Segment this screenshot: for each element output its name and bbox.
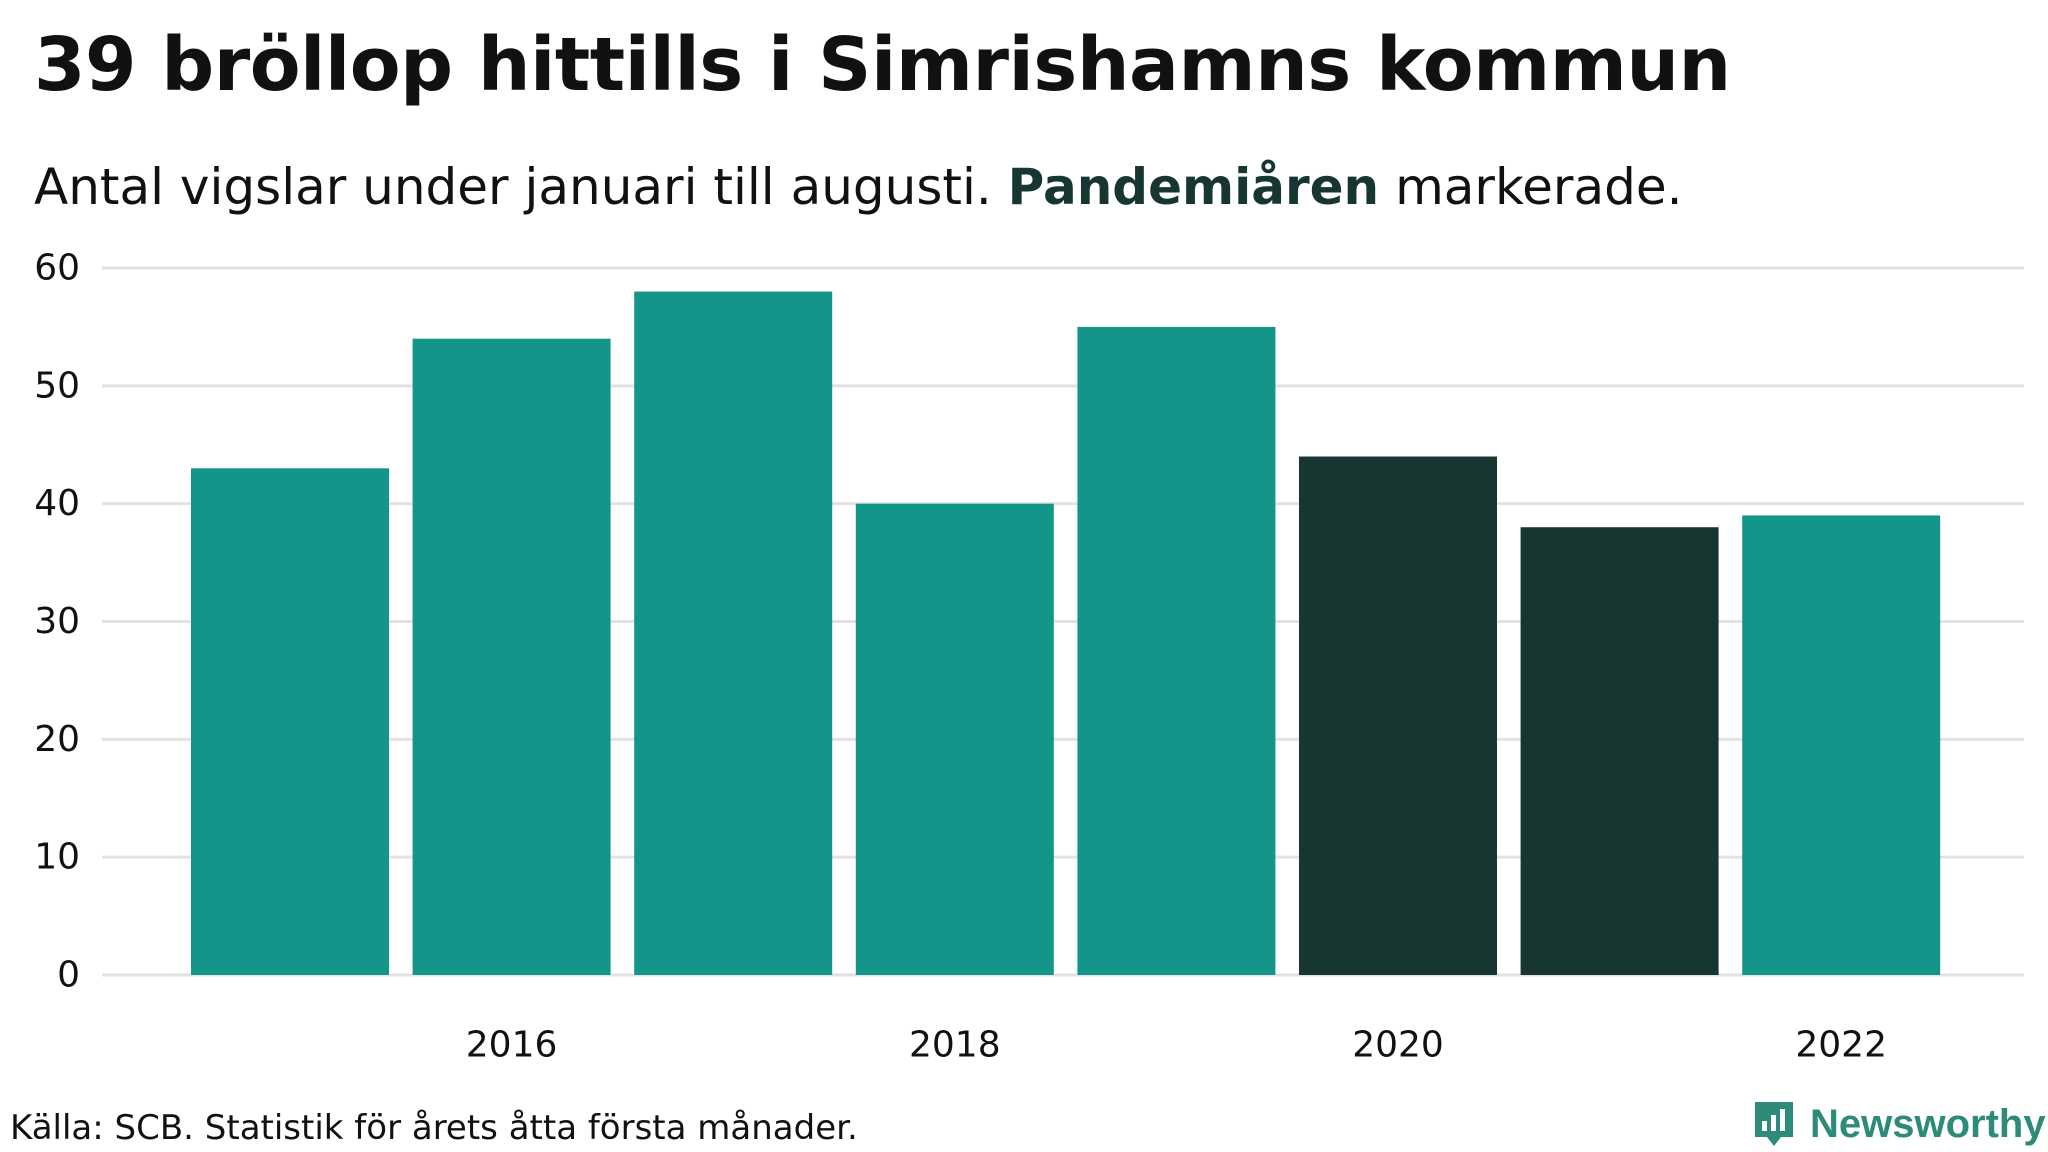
y-tick-label: 20 xyxy=(34,719,80,760)
newsworthy-logo-icon xyxy=(1755,1102,1793,1146)
bar-2015 xyxy=(191,468,389,975)
grid-lines xyxy=(102,266,2024,977)
y-tick-label: 50 xyxy=(34,365,80,406)
x-tick-label: 2018 xyxy=(909,1025,1001,1066)
subtitle-text: Antal vigslar under januari till augusti… xyxy=(34,158,992,216)
bars xyxy=(191,291,1941,976)
chart-title: 39 bröllop hittills i Simrishamns kommun xyxy=(34,22,1731,108)
bar-2017 xyxy=(634,291,833,976)
y-tick-label: 30 xyxy=(34,601,80,642)
brand-name: Newsworthy xyxy=(1810,1101,2046,1146)
bar-2016 xyxy=(412,338,611,975)
brand: Newsworthy xyxy=(1752,1098,2046,1150)
y-axis-ticks: 0 10 20 30 40 50 60 xyxy=(34,248,80,996)
bar-2019 xyxy=(1077,326,1276,976)
y-tick-label: 40 xyxy=(34,483,80,524)
subtitle-highlight: Pandemiåren xyxy=(1007,158,1380,216)
bar-2018 xyxy=(855,503,1054,975)
x-tick-label: 2022 xyxy=(1795,1025,1887,1066)
chart-subtitle: Antal vigslar under januari till augusti… xyxy=(34,158,1683,216)
bar-chart: 0 10 20 30 40 50 60 2016 2018 2020 2022 xyxy=(34,248,2024,1066)
y-tick-label: 10 xyxy=(34,837,80,878)
subtitle-text-end: markerade. xyxy=(1395,158,1683,216)
x-axis-ticks: 2016 2018 2020 2022 xyxy=(466,1025,1887,1066)
x-tick-label: 2020 xyxy=(1352,1025,1444,1066)
x-tick-label: 2016 xyxy=(466,1025,558,1066)
bar-2021 xyxy=(1520,527,1719,975)
y-tick-label: 60 xyxy=(34,248,80,289)
y-tick-label: 0 xyxy=(57,955,80,996)
bar-2020 xyxy=(1299,456,1497,975)
bar-2022 xyxy=(1742,515,1941,975)
source-note: Källa: SCB. Statistik för årets åtta för… xyxy=(10,1108,858,1148)
